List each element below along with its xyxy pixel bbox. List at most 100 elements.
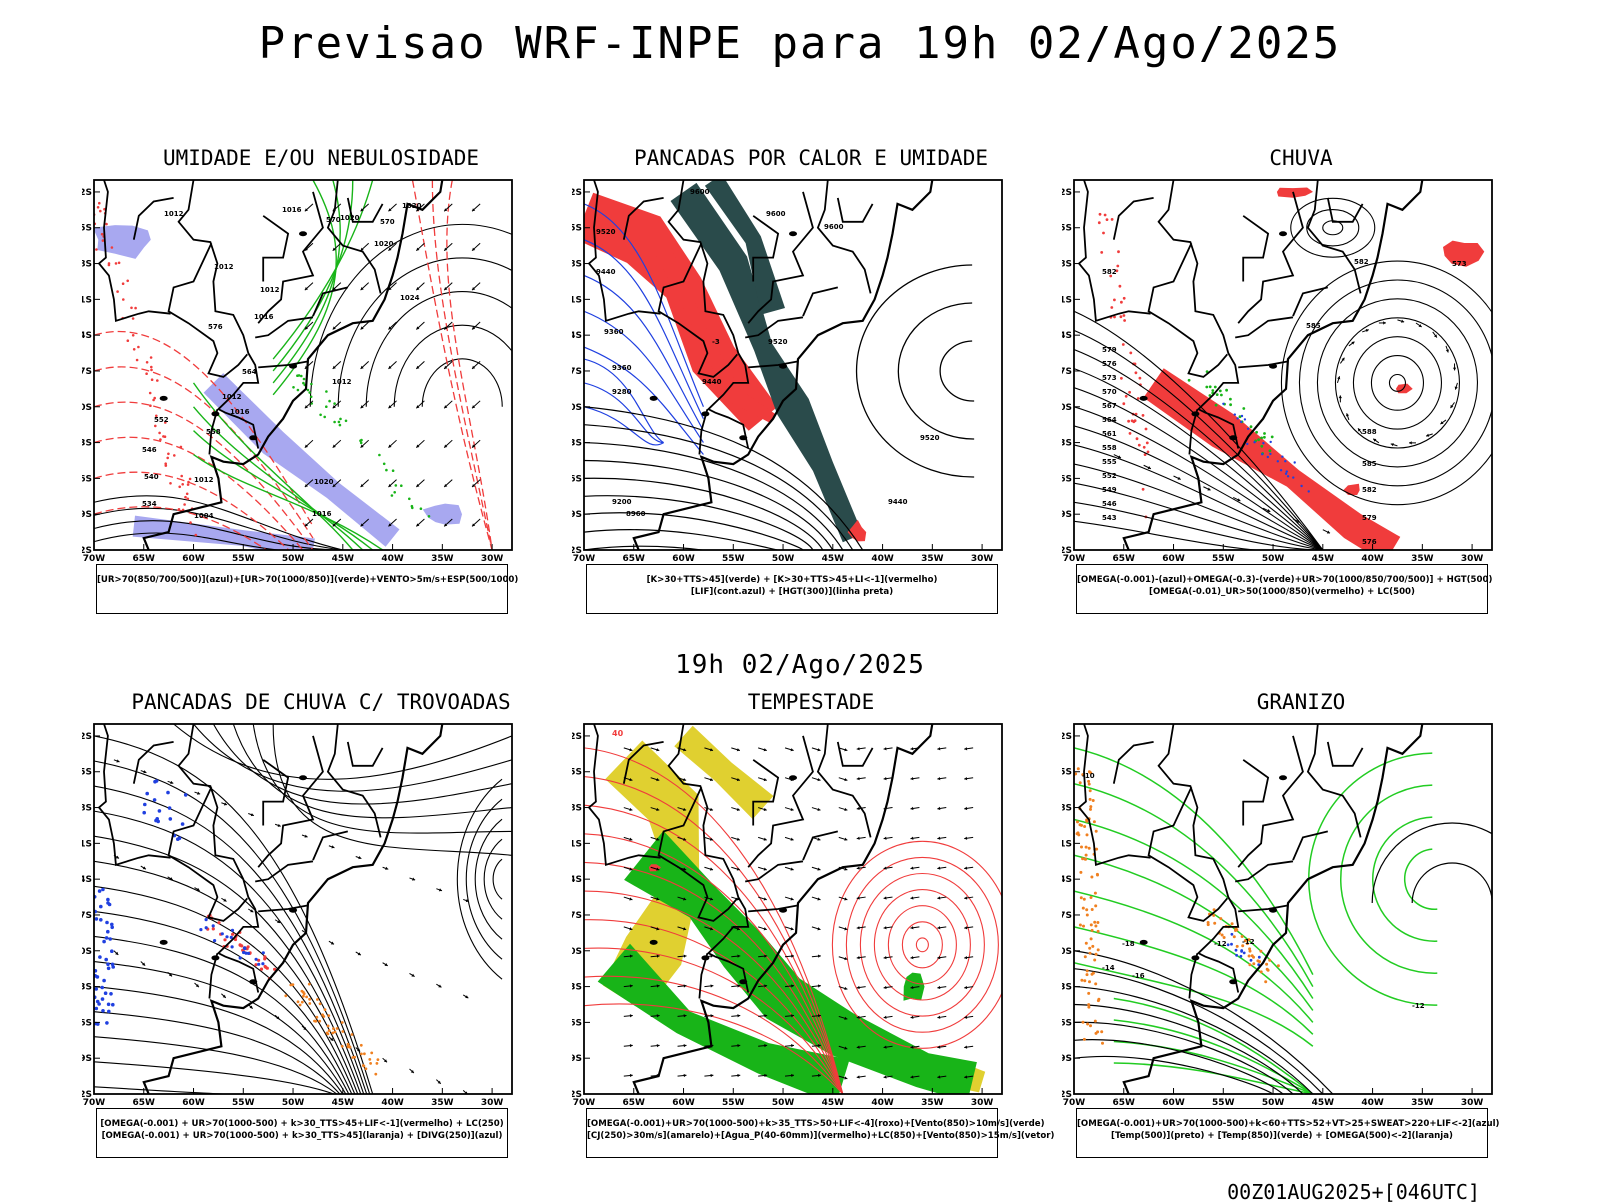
speckle (360, 1053, 363, 1056)
speckle (1086, 1023, 1089, 1026)
contour-line (475, 819, 502, 939)
legend-line: [OMEGA(-0.001) + UR>70(1000-500) + k>30_… (97, 1118, 507, 1130)
lon-tick-label: 70W (83, 1098, 106, 1108)
speckle (1096, 1030, 1099, 1033)
speckle (308, 998, 311, 1001)
speckle (1248, 955, 1251, 958)
lat-tick-label: 30S (1062, 403, 1072, 413)
speckle (1222, 403, 1224, 405)
contour-label: 1016 (312, 510, 332, 518)
lat-tick-label: 12S (1062, 732, 1072, 742)
country-border (169, 243, 248, 377)
lake (299, 775, 307, 780)
lat-tick-label: 39S (572, 1054, 582, 1064)
speckle (178, 508, 181, 511)
speckle (1098, 221, 1101, 224)
speckle (385, 469, 388, 472)
lake (739, 435, 747, 440)
speckle (159, 438, 162, 441)
speckle (1089, 808, 1092, 811)
speckle (341, 1021, 344, 1024)
speckle (1263, 432, 1266, 435)
legend-line: [OMEGA(-0.001) + UR>70(1000-500) + k>30_… (97, 1130, 507, 1142)
country-border (1308, 724, 1361, 837)
speckle (1260, 437, 1263, 440)
contour-label: -3 (712, 338, 720, 346)
panel-title: GRANIZO (1066, 690, 1536, 714)
speckle (1243, 952, 1246, 955)
speckle (116, 290, 119, 293)
lat-tick-label: 36S (82, 474, 92, 484)
lake (289, 908, 297, 913)
speckle (106, 898, 110, 902)
speckle (1119, 285, 1122, 288)
contour-label: 582 (1362, 486, 1377, 494)
speckle (1263, 436, 1266, 439)
contour-line (94, 1012, 340, 1094)
speckle (173, 454, 176, 457)
speckle (325, 390, 328, 393)
contour-label: 40 (612, 729, 624, 738)
speckle (1084, 955, 1087, 958)
wind-vector-head (737, 1074, 740, 1077)
speckle (339, 418, 342, 421)
speckle (104, 958, 108, 962)
speckle (1249, 950, 1252, 953)
map-storm: 4012S15S18S21S24S27S30S33S36S39S42S70W65… (572, 718, 1008, 1110)
speckle (1253, 441, 1255, 443)
contour-label: 1020 (314, 478, 334, 486)
speckle (149, 404, 152, 407)
speckle (1087, 992, 1090, 995)
speckle (383, 463, 386, 466)
lon-tick-label: 40W (871, 554, 894, 564)
speckle (1082, 907, 1085, 910)
speckle (1211, 389, 1214, 392)
speckle (102, 979, 106, 983)
contour-line (194, 383, 353, 550)
speckle (1125, 395, 1128, 398)
wind-vector-head (791, 1044, 794, 1047)
speckle (104, 991, 108, 995)
speckle (1261, 453, 1263, 455)
lon-tick-label: 70W (83, 554, 106, 564)
speckle (1247, 428, 1249, 430)
lat-tick-label: 21S (572, 839, 582, 849)
map-rain: 5825825795765735705675645615585555525495… (1062, 174, 1498, 566)
legend-box: [K>30+TTS>45](verde) + [K>30+TTS>45+LI<-… (586, 564, 998, 614)
contour-line (1317, 299, 1477, 467)
panel-hail: GRANIZO-10-18-12-12-14-12-1612S15S18S21S… (1066, 690, 1536, 1160)
speckle (1089, 1024, 1092, 1027)
lat-tick-label: 27S (572, 367, 582, 377)
lat-tick-label: 36S (1062, 1018, 1072, 1028)
lon-tick-label: 70W (1063, 554, 1086, 564)
speckle (1086, 969, 1089, 972)
lat-tick-label: 12S (82, 732, 92, 742)
speckle (181, 822, 185, 826)
speckle (108, 262, 111, 265)
speckle (1248, 963, 1251, 966)
speckle (130, 307, 133, 310)
contour-line (916, 938, 928, 952)
speckle (1244, 418, 1246, 420)
speckle (1234, 413, 1236, 415)
speckle (1123, 314, 1126, 317)
speckle (1085, 846, 1088, 849)
speckle (132, 317, 135, 320)
lake (1279, 231, 1287, 236)
speckle (153, 780, 157, 784)
speckle (1270, 441, 1272, 443)
lon-tick-label: 50W (282, 554, 305, 564)
lat-tick-label: 24S (82, 875, 92, 885)
speckle (156, 820, 160, 824)
panel-title: PANCADAS DE CHUVA C/ TROVOADAS (86, 690, 556, 714)
speckle (107, 1003, 111, 1007)
contour-line (1412, 863, 1492, 903)
speckle (301, 1001, 304, 1004)
lon-tick-label: 35W (431, 1098, 454, 1108)
speckle (181, 483, 184, 486)
speckle (325, 405, 328, 408)
map-humidity: 1016102010201012101210121016102010241012… (82, 174, 518, 566)
speckle (1080, 979, 1083, 982)
contour-label: 9280 (612, 388, 632, 396)
contour-label: 570 (380, 218, 395, 226)
